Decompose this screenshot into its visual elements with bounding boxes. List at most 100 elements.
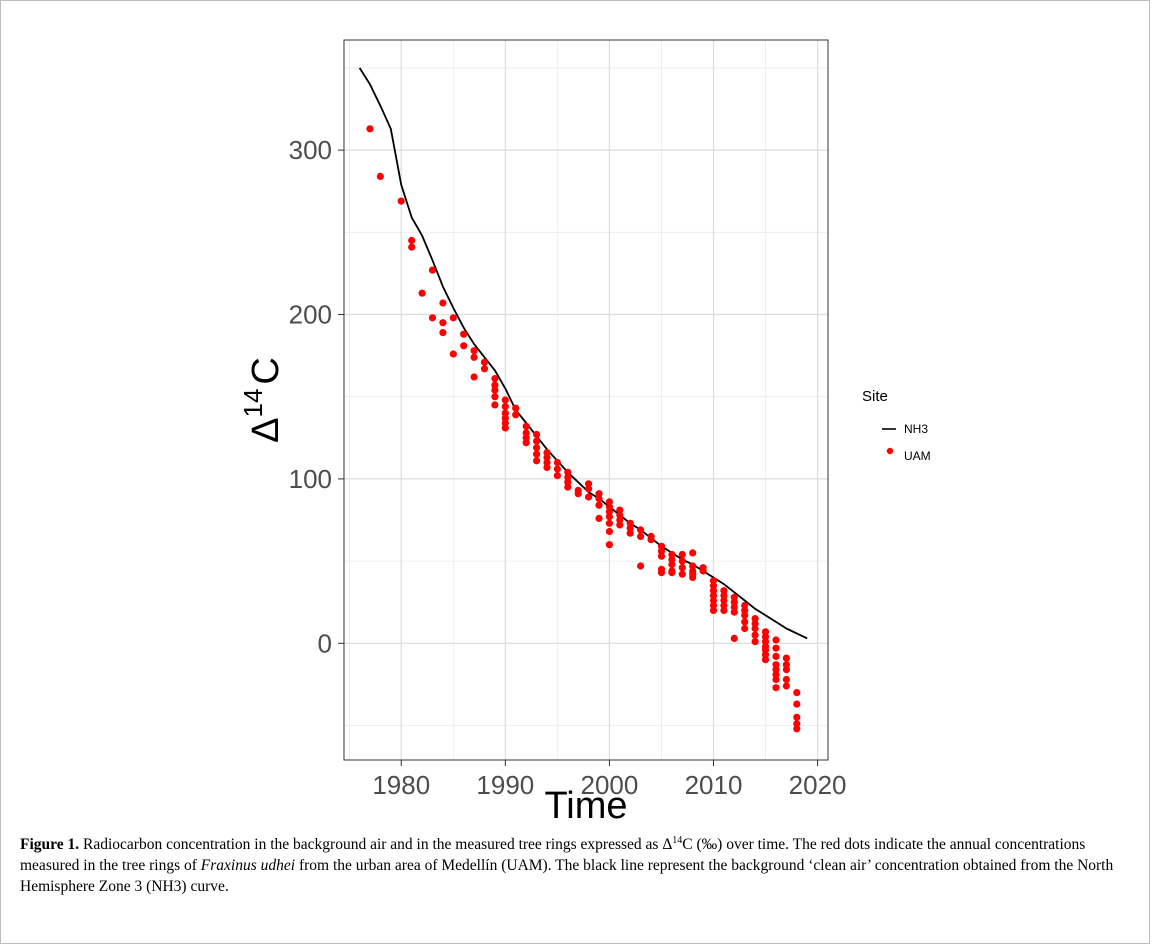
x-tick-label: 1980 <box>372 770 430 800</box>
x-tick-label: 2010 <box>685 770 743 800</box>
data-point-uam <box>710 607 717 614</box>
data-point-uam <box>772 684 779 691</box>
data-point-uam <box>439 319 446 326</box>
data-point-uam <box>637 533 644 540</box>
data-point-uam <box>606 520 613 527</box>
data-point-uam <box>512 411 519 418</box>
data-point-uam <box>471 354 478 361</box>
data-point-uam <box>595 515 602 522</box>
data-point-uam <box>752 625 759 632</box>
data-point-uam <box>762 656 769 663</box>
data-point-uam <box>408 237 415 244</box>
x-tick-label: 1990 <box>476 770 534 800</box>
data-point-uam <box>793 689 800 696</box>
data-point-uam <box>595 502 602 509</box>
figure-caption: Figure 1. Radiocarbon concentration in t… <box>20 830 1138 897</box>
data-point-uam <box>491 401 498 408</box>
legend-label-nh3: NH3 <box>904 422 928 436</box>
data-point-uam <box>471 347 478 354</box>
plot-panel-border <box>344 40 828 760</box>
data-point-uam <box>637 562 644 569</box>
grid-major <box>344 40 828 760</box>
y-axis-title: Δ14C <box>238 357 287 443</box>
data-point-uam <box>595 495 602 502</box>
data-point-uam <box>491 375 498 382</box>
caption-species: Fraxinus udhei <box>201 857 295 874</box>
data-point-uam <box>408 244 415 251</box>
data-point-uam <box>637 526 644 533</box>
data-point-uam <box>502 403 509 410</box>
data-point-uam <box>772 636 779 643</box>
data-point-uam <box>460 342 467 349</box>
data-point-uam <box>377 173 384 180</box>
data-point-uam <box>491 387 498 394</box>
data-point-uam <box>741 625 748 632</box>
y-axis-title-delta: Δ <box>245 417 287 442</box>
data-point-uam <box>783 682 790 689</box>
y-tick-label: 0 <box>318 628 332 658</box>
y-axis: 0 100 200 300 <box>289 135 344 658</box>
data-point-uam <box>668 561 675 568</box>
series-layer <box>360 68 808 733</box>
y-tick-label: 100 <box>289 464 332 494</box>
data-point-uam <box>523 439 530 446</box>
data-point-uam <box>793 725 800 732</box>
data-point-uam <box>554 465 561 472</box>
legend: Site NH3 UAM <box>862 388 931 463</box>
data-point-uam <box>450 314 457 321</box>
data-point-uam <box>554 459 561 466</box>
scatter-chart: 1980 1990 2000 2010 2020 0 100 200 300 Time Δ14… <box>0 0 1152 830</box>
data-point-uam <box>783 666 790 673</box>
data-point-uam <box>523 423 530 430</box>
y-tick-label: 200 <box>289 300 332 330</box>
data-point-uam <box>689 574 696 581</box>
data-point-uam <box>533 431 540 438</box>
data-point-uam <box>731 609 738 616</box>
legend-label-uam: UAM <box>904 449 931 463</box>
data-point-uam <box>512 405 519 412</box>
data-point-uam <box>554 472 561 479</box>
data-point-uam <box>606 528 613 535</box>
data-point-uam <box>658 569 665 576</box>
data-point-uam <box>679 551 686 558</box>
y-axis-title-element: C <box>245 357 287 384</box>
data-point-uam <box>439 329 446 336</box>
data-point-uam <box>481 365 488 372</box>
data-point-uam <box>471 373 478 380</box>
data-point-uam <box>481 359 488 366</box>
data-point-uam <box>429 314 436 321</box>
data-point-uam <box>772 653 779 660</box>
data-point-uam <box>741 612 748 619</box>
caption-superscript: 14 <box>672 835 682 846</box>
x-axis-title: Time <box>544 785 627 827</box>
data-point-uam <box>752 632 759 639</box>
data-point-uam <box>783 676 790 683</box>
data-point-uam <box>533 438 540 445</box>
grid-minor <box>344 40 828 760</box>
data-point-uam <box>502 424 509 431</box>
data-point-uam <box>616 521 623 528</box>
y-tick-label: 300 <box>289 135 332 165</box>
data-point-uam <box>793 714 800 721</box>
legend-title: Site <box>862 388 888 405</box>
data-point-uam <box>533 444 540 451</box>
data-point-uam <box>564 484 571 491</box>
data-point-uam <box>793 701 800 708</box>
data-point-uam <box>658 553 665 560</box>
data-point-uam <box>366 125 373 132</box>
data-point-uam <box>606 541 613 548</box>
data-point-uam <box>627 530 634 537</box>
data-point-uam <box>585 493 592 500</box>
data-point-uam <box>491 393 498 400</box>
data-point-uam <box>700 567 707 574</box>
caption-label: Figure 1. <box>20 836 79 853</box>
data-point-uam <box>398 198 405 205</box>
data-point-uam <box>731 635 738 642</box>
data-point-uam <box>429 267 436 274</box>
data-point-uam <box>450 350 457 357</box>
data-point-uam <box>679 564 686 571</box>
data-point-uam <box>679 571 686 578</box>
data-point-uam <box>439 299 446 306</box>
data-point-uam <box>606 513 613 520</box>
data-point-uam <box>679 558 686 565</box>
